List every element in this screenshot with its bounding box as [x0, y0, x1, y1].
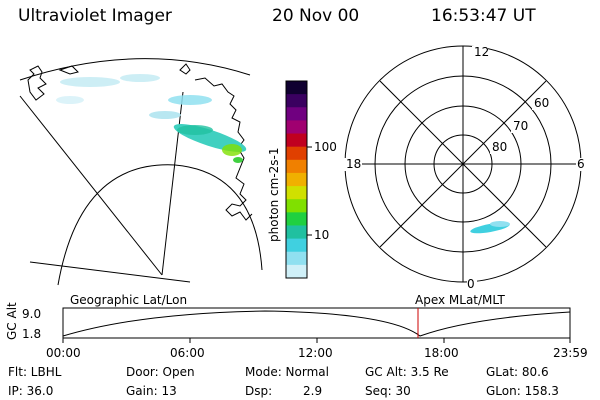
colorbar-cell [286, 186, 307, 200]
date-label: 20 Nov 00 [272, 6, 360, 26]
emission-band-2 [177, 125, 213, 135]
colorbar-cell [286, 133, 307, 148]
info-mode: Mode: Normal [245, 365, 329, 379]
mlt-label-0: 0 [467, 277, 475, 291]
info-dsp-label: Dsp: [245, 384, 272, 398]
colorbar-tick-label-10: 10 [314, 228, 329, 242]
mlt-label-12: 12 [474, 45, 489, 59]
info-door: Door: Open [126, 365, 195, 379]
colorbar-cell [286, 251, 307, 266]
mlt-label-6: 6 [577, 157, 585, 171]
map-latitude-arc [57, 164, 263, 286]
x-tick-label-1: 06:00 [170, 346, 205, 360]
colorbar-cell [286, 212, 307, 226]
colorbar-cell [286, 225, 307, 240]
map-outer-arc [19, 58, 251, 81]
emission-band-8 [56, 96, 84, 104]
map-bottom-line [29, 261, 191, 283]
emission-band-3 [222, 144, 242, 156]
info-seq: Seq: 30 [365, 384, 411, 398]
aurora-emission-polar [470, 221, 510, 234]
timeline-panel: Geographic Lat/Lon Apex MLat/MLT 9.0 1.8… [5, 293, 588, 360]
x-tick-label-0: 00:00 [46, 346, 81, 360]
colorbar-cell [286, 238, 307, 253]
mlt-label-18: 18 [346, 157, 361, 171]
info-gain: Gain: 13 [126, 384, 177, 398]
emission-band-6 [60, 77, 120, 87]
emission-band-4 [233, 157, 243, 163]
polar-axis-diag-2 [379, 80, 547, 248]
coastline-4 [179, 63, 191, 75]
colorbar-cell [286, 146, 307, 161]
colorbar: 100 10 photon cm-2s-1 [267, 80, 337, 279]
altitude-curve [62, 310, 571, 337]
x-tick-label-4: 23:59 [553, 346, 588, 360]
info-gc-alt: GC Alt: 3.5 Re [365, 365, 449, 379]
info-glon: GLon: 158.3 [486, 384, 559, 398]
info-dsp-value: 2.9 [303, 384, 322, 398]
map-meridian-left [19, 95, 163, 276]
colorbar-cell [286, 81, 307, 95]
lat-label-80: 80 [492, 140, 507, 154]
coastline-1 [27, 65, 47, 101]
x-tick-label-2: 12:00 [298, 346, 333, 360]
info-ip: IP: 36.0 [8, 384, 53, 398]
colorbar-cell [286, 159, 307, 174]
y-axis-label: GC Alt [5, 302, 19, 340]
colorbar-tick-label-100: 100 [314, 140, 337, 154]
emission-band-9 [149, 111, 181, 119]
app-title: Ultraviolet Imager [18, 6, 172, 26]
colorbar-cell [286, 94, 307, 108]
panel-label-apex: Apex MLat/MLT [415, 293, 505, 307]
colorbar-frame [285, 80, 308, 279]
emission-band-7 [120, 74, 160, 82]
colorbar-cell [286, 199, 307, 213]
x-tick-label-3: 18:00 [424, 346, 459, 360]
lat-label-60: 60 [534, 96, 549, 110]
colorbar-cell [286, 264, 307, 279]
colorbar-unit-label: photon cm-2s-1 [267, 148, 281, 243]
polar-emission-2 [490, 221, 510, 227]
info-glat: GLat: 80.6 [486, 365, 549, 379]
geographic-map [19, 58, 263, 286]
panel-label-geographic: Geographic Lat/Lon [70, 293, 187, 307]
y-tick-label-bottom: 1.8 [22, 327, 41, 341]
emission-band-5 [168, 95, 212, 105]
time-label: 16:53:47 UT [431, 6, 536, 26]
polar-labels: 12 18 6 0 60 70 80 [344, 45, 586, 291]
y-tick-label-top: 9.0 [22, 307, 41, 321]
info-flt: Flt: LBHL [8, 365, 62, 379]
coastline-2 [58, 65, 79, 75]
aurora-emission-map [56, 74, 247, 163]
colorbar-cell [286, 107, 307, 121]
info-block: Flt: LBHL IP: 36.0 Door: Open Gain: 13 M… [8, 365, 559, 398]
polar-plot [344, 45, 582, 283]
map-meridian-center [161, 91, 184, 276]
colorbar-cell [286, 172, 307, 187]
lat-label-70: 70 [513, 119, 528, 133]
colorbar-cell [286, 120, 307, 135]
coastline-3 [194, 77, 253, 221]
